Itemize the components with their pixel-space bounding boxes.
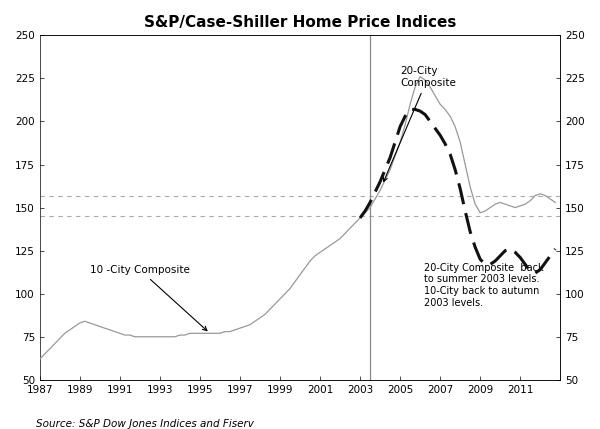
Text: 20-City Composite  back
to summer 2003 levels.
10-City back to autumn
2003 level: 20-City Composite back to summer 2003 le… xyxy=(424,263,544,308)
Text: 20-City
Composite: 20-City Composite xyxy=(383,66,456,181)
Title: S&P/Case-Shiller Home Price Indices: S&P/Case-Shiller Home Price Indices xyxy=(144,15,456,30)
Text: 10 -City Composite: 10 -City Composite xyxy=(90,265,207,331)
Text: Source: S&P Dow Jones Indices and Fiserv: Source: S&P Dow Jones Indices and Fiserv xyxy=(36,419,254,429)
